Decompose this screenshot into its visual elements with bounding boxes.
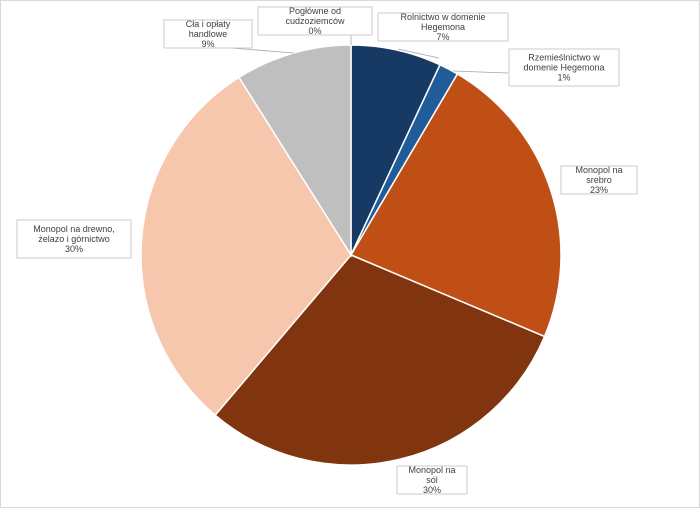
data-label-box: [396, 465, 468, 495]
data-label-category: Cła i opłaty: [186, 19, 231, 29]
data-label-category: domenie Hegemona: [523, 63, 604, 73]
pie-slice: [140, 76, 352, 417]
pie-slice: [214, 254, 546, 466]
data-label-box: [257, 6, 373, 36]
data-label-category: Pogłówne od: [289, 6, 341, 16]
data-label-category: żelazo i górnictwo: [38, 234, 110, 244]
data-label-category: Rolnictwo w domenie: [400, 12, 485, 22]
data-label-value: 30%: [65, 244, 83, 254]
data-label-box: [16, 219, 132, 259]
data-label-value: 0%: [308, 26, 321, 36]
pie-slice: [349, 72, 562, 338]
data-label-category: srebro: [586, 175, 612, 185]
data-label-category: Monopol na: [408, 465, 455, 475]
data-label-category: Rzemieślnictwo w: [528, 53, 600, 63]
leader-line: [397, 48, 440, 59]
data-label-value: 23%: [590, 185, 608, 195]
leader-line: [230, 47, 295, 54]
pie-slices: [140, 44, 562, 466]
data-label-category: Monopol na: [575, 165, 622, 175]
data-label-box: [377, 12, 509, 42]
data-label-box: [163, 19, 253, 49]
data-label-value: 30%: [423, 485, 441, 495]
data-label-value: 7%: [436, 32, 449, 42]
data-label-value: 9%: [201, 39, 214, 49]
data-label-category: sól: [426, 475, 438, 485]
data-label-value: 1%: [557, 73, 570, 83]
data-label-category: Monopol na drewno,: [33, 224, 115, 234]
data-label-category: cudzoziemców: [285, 16, 345, 26]
leader-line: [452, 70, 509, 74]
data-label-box: [560, 165, 638, 195]
leader-lines: [230, 35, 509, 74]
data-label-category: Hegemona: [421, 22, 465, 32]
data-label-category: handlowe: [189, 29, 228, 39]
data-label-box: [508, 48, 620, 87]
